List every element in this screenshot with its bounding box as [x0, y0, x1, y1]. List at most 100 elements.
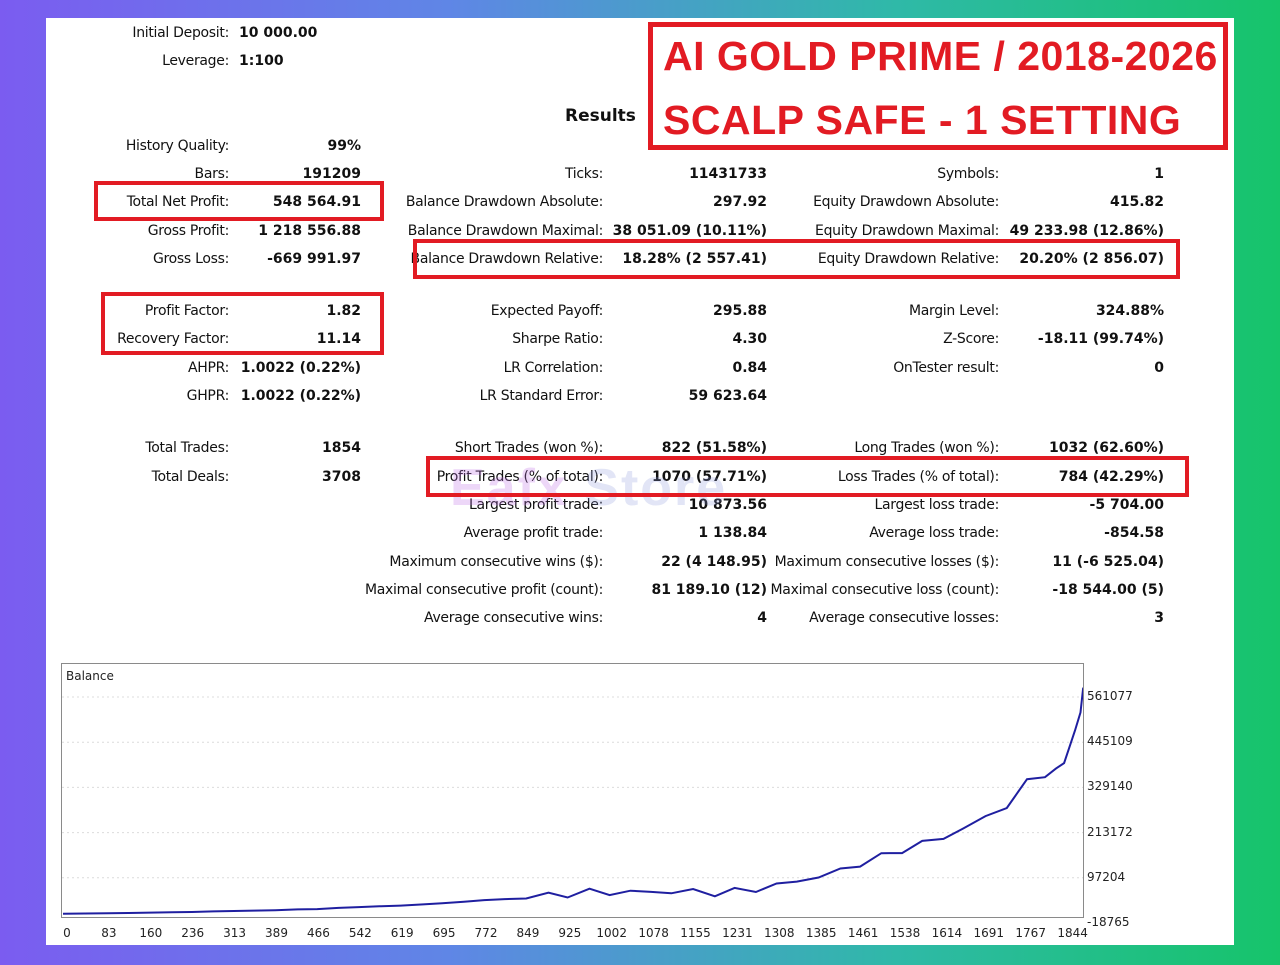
- x-tick-label: 1078: [638, 926, 669, 940]
- stat-col3-value: 11 (-6 525.04): [1052, 554, 1164, 570]
- stat-col2-value: 81 189.10 (12): [651, 582, 767, 598]
- stat-col2-label: Maximal consecutive profit (count):: [364, 582, 603, 598]
- x-tick-label: 1614: [931, 926, 963, 940]
- stat-col1-label: Bars:: [194, 166, 230, 182]
- stat-col2-label: Balance Drawdown Maximal:: [407, 223, 604, 239]
- stat-col3-value: 3: [1154, 610, 1164, 626]
- stat-col1-value: 3708: [322, 469, 361, 485]
- stat-col2-value: 1 138.84: [698, 525, 767, 541]
- stat-col2-label: Balance Drawdown Relative:: [410, 251, 604, 267]
- stat-col2-value: 1070 (57.71%): [652, 469, 767, 485]
- x-tick-label: 1461: [847, 926, 879, 940]
- stat-col3-label: Maximum consecutive losses ($):: [774, 554, 1000, 570]
- x-tick-label: 83: [101, 926, 117, 940]
- stat-col2-label: LR Standard Error:: [479, 388, 604, 404]
- highlight-total-net-profit: [94, 181, 384, 221]
- x-tick-label: 389: [265, 926, 288, 940]
- stat-col3-label: Average consecutive losses:: [809, 610, 999, 626]
- title-line-1: AI GOLD PRIME / 2018-2026: [663, 33, 1218, 79]
- stat-col2-label: Ticks:: [564, 166, 603, 182]
- chart-title: Balance: [66, 669, 114, 683]
- stat-col3-value: -18 544.00 (5): [1052, 582, 1164, 598]
- x-tick-label: 1002: [596, 926, 627, 940]
- stat-col2-label: LR Correlation:: [503, 360, 604, 376]
- initial-deposit-label: Initial Deposit:: [132, 25, 229, 41]
- stat-col3-value: 0: [1154, 360, 1164, 376]
- stat-col3-value: -18.11 (99.74%): [1037, 331, 1164, 347]
- stat-col1-label: Gross Profit:: [147, 223, 230, 239]
- x-tick-label: 542: [348, 926, 372, 940]
- x-tick-label: 1308: [764, 926, 795, 940]
- stat-col3-label: Z-Score:: [943, 331, 999, 347]
- stat-col1-value: 1.0022 (0.22%): [240, 360, 361, 376]
- stat-col2-value: 295.88: [712, 303, 767, 319]
- stat-col2-value: 4: [757, 610, 767, 626]
- stat-col2-value: 297.92: [712, 194, 767, 210]
- stat-col2-value: 22 (4 148.95): [661, 554, 767, 570]
- x-tick-label: 849: [516, 926, 540, 940]
- title-banner: AI GOLD PRIME / 2018-2026 SCALP SAFE - 1…: [648, 22, 1228, 150]
- stat-col2-label: Profit Trades (% of total):: [436, 469, 604, 485]
- stat-col3-label: Symbols:: [937, 166, 999, 182]
- stat-col2-value: 822 (51.58%): [661, 440, 767, 456]
- stat-col2-value: 18.28% (2 557.41): [622, 251, 767, 267]
- stat-col3-label: Equity Drawdown Absolute:: [813, 194, 999, 210]
- stat-col3-label: Margin Level:: [908, 303, 999, 319]
- title-line-2: SCALP SAFE - 1 SETTING: [663, 97, 1182, 143]
- x-tick-label: 0: [63, 926, 71, 940]
- stat-col3-value: 324.88%: [1095, 303, 1164, 319]
- x-tick-label: 619: [390, 926, 414, 940]
- x-tick-label: 1538: [889, 926, 921, 940]
- results-heading: Results: [565, 106, 636, 126]
- stat-col3-label: Average loss trade:: [869, 525, 999, 541]
- stat-col3-label: Equity Drawdown Maximal:: [815, 223, 999, 239]
- stat-col3-value: 20.20% (2 856.07): [1019, 251, 1164, 267]
- x-tick-label: 313: [223, 926, 247, 940]
- stat-col2-value: 10 873.56: [688, 497, 767, 513]
- highlight-factors: [101, 292, 384, 355]
- stat-col3-label: Long Trades (won %):: [854, 440, 999, 456]
- x-tick-label: 1155: [680, 926, 711, 940]
- x-tick-label: 1385: [805, 926, 837, 940]
- stat-col2-label: Largest profit trade:: [468, 497, 603, 513]
- stat-col1-label: Total Deals:: [151, 469, 230, 485]
- stat-col1-value: 191209: [302, 166, 361, 182]
- stat-col1-value: 1.0022 (0.22%): [240, 388, 361, 404]
- x-tick-label: 466: [306, 926, 330, 940]
- stat-col1-value: 1 218 556.88: [258, 223, 361, 239]
- stat-col2-value: 38 051.09 (10.11%): [612, 223, 767, 239]
- stat-col1-label: Total Trades:: [145, 440, 229, 456]
- stat-col1-value: 11.14: [316, 331, 361, 347]
- balance-chart: [61, 663, 1085, 924]
- stat-col2-label: Average profit trade:: [463, 525, 604, 541]
- y-tick-label: 97204: [1087, 869, 1126, 884]
- stat-col2-label: Balance Drawdown Absolute:: [405, 194, 603, 210]
- initial-deposit-value: 10 000.00: [239, 25, 318, 41]
- stat-col1-label: Total Net Profit:: [126, 194, 230, 210]
- x-tick-label: 1844: [1057, 926, 1088, 940]
- x-tick-label: 695: [432, 926, 456, 940]
- stat-col2-value: 11431733: [689, 166, 767, 182]
- x-tick-label: 1767: [1015, 926, 1046, 940]
- stat-col1-value: 548 564.91: [272, 194, 361, 210]
- stat-col2-value: 59 623.64: [688, 388, 767, 404]
- stat-col1-label: Profit Factor:: [144, 303, 229, 319]
- stat-col3-value: -5 704.00: [1089, 497, 1164, 513]
- leverage-value: 1:100: [239, 53, 284, 69]
- highlight-profit-loss-trades: [426, 456, 1189, 497]
- stat-col3-label: Maximal consecutive loss (count):: [770, 582, 1000, 598]
- x-tick-label: 1231: [722, 926, 753, 940]
- stat-col3-value: 784 (42.29%): [1058, 469, 1164, 485]
- stat-col3-value: 1032 (62.60%): [1049, 440, 1164, 456]
- stat-col1-label: Gross Loss:: [152, 251, 229, 267]
- y-tick-label: 445109: [1087, 734, 1133, 749]
- y-tick-label: 213172: [1087, 824, 1133, 839]
- stat-col1-value: 99%: [327, 138, 361, 154]
- stat-col3-value: -854.58: [1104, 525, 1164, 541]
- y-tick-label: -18765: [1087, 915, 1130, 929]
- stat-col1-value: 1.82: [326, 303, 361, 319]
- stat-col1-value: 1854: [322, 440, 361, 456]
- stat-col1-label: Recovery Factor:: [117, 331, 229, 347]
- x-tick-label: 772: [474, 926, 498, 940]
- highlight-drawdown-relative: [413, 239, 1180, 279]
